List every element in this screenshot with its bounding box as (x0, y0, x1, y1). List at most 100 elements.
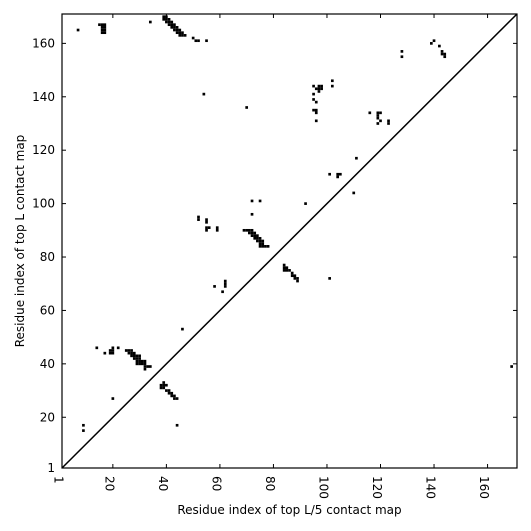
contact-point (258, 245, 262, 248)
contact-point (165, 18, 168, 21)
contact-point (314, 108, 318, 112)
contact-point (197, 215, 200, 219)
y-tick-label: 140 (32, 90, 55, 104)
contact-point (162, 15, 166, 19)
y-tick-label: 120 (32, 143, 55, 157)
contact-point (148, 365, 152, 368)
contact-point (170, 20, 174, 24)
contact-point (162, 381, 166, 384)
contact-point (82, 423, 85, 427)
contact-point (194, 39, 198, 43)
x-tick-label: 40 (156, 476, 170, 491)
y-tick-label: 80 (40, 250, 55, 264)
x-tick-label: 100 (316, 476, 330, 499)
contact-point (317, 87, 321, 91)
y-tick-label: 40 (40, 357, 55, 371)
contact-point (103, 31, 107, 35)
contact-point (108, 351, 112, 355)
contact-point (173, 397, 176, 400)
contact-point (132, 351, 136, 355)
contact-point (181, 31, 184, 35)
x-tick-label: 80 (263, 476, 277, 491)
contact-point (215, 228, 219, 232)
contact-point (312, 92, 315, 96)
contact-point (135, 359, 139, 363)
contact-point (314, 100, 318, 104)
contact-point (288, 269, 291, 272)
contact-point (111, 346, 115, 350)
contact-point (170, 394, 174, 398)
contact-point (135, 362, 139, 366)
contact-point (143, 367, 147, 371)
contact-point (124, 349, 128, 352)
contact-point (138, 362, 141, 366)
contact-point (290, 271, 294, 275)
x-tick-label: 160 (477, 476, 491, 499)
contact-point (261, 239, 265, 243)
contact-point (202, 92, 206, 96)
contact-point (285, 269, 289, 272)
contact-point (312, 84, 315, 88)
contact-point (314, 119, 318, 123)
contact-point (312, 108, 315, 112)
contact-point (376, 122, 380, 125)
contact-point (328, 277, 331, 280)
contact-point (250, 234, 254, 237)
x-axis-label: Residue index of top L/5 contact map (177, 503, 401, 517)
contact-point (223, 282, 227, 286)
contact-point (293, 277, 297, 280)
contact-point (223, 285, 227, 288)
y-tick-label: 160 (32, 36, 55, 50)
contact-point (162, 386, 166, 390)
contact-point (207, 226, 211, 229)
contact-point (98, 23, 101, 27)
contact-point (205, 226, 208, 229)
contact-point (282, 266, 286, 270)
contact-point (173, 28, 176, 32)
axis-ticks: 1 20 40 60 80 100 120 140 1601204060801001201401… (32, 14, 517, 499)
contact-point (250, 199, 254, 203)
contact-point (197, 218, 200, 221)
x-tick-label: 20 (102, 476, 116, 491)
contact-point (205, 218, 208, 221)
contact-point (135, 354, 139, 358)
contact-point (135, 357, 139, 360)
contact-point (440, 52, 444, 56)
contact-point (138, 354, 141, 358)
contact-point (205, 228, 208, 232)
contact-point (175, 26, 179, 29)
contact-point (178, 28, 182, 32)
contact-point (138, 359, 141, 363)
contact-point (264, 245, 267, 248)
contact-point (165, 20, 168, 24)
y-axis-label: Residue index of top L contact map (13, 135, 27, 348)
contact-point (82, 429, 85, 432)
contact-point (330, 79, 334, 83)
contact-point (197, 39, 200, 43)
contact-point (173, 23, 176, 27)
contact-point (400, 55, 404, 59)
contact-point (258, 199, 262, 203)
contact-point (245, 106, 249, 109)
contact-point (175, 31, 179, 35)
x-tick-label: 1 (52, 476, 66, 484)
contact-point (221, 290, 224, 294)
contact-point (140, 362, 144, 366)
contact-point (245, 228, 249, 232)
contact-point (140, 359, 144, 363)
contact-point (213, 285, 216, 288)
contact-point (317, 90, 321, 93)
contact-point (108, 349, 112, 352)
contact-point (181, 34, 184, 37)
contact-point (103, 28, 107, 32)
contact-point (314, 87, 318, 91)
contact-point (167, 23, 171, 27)
contact-point (443, 55, 447, 59)
contact-point (352, 191, 356, 195)
contact-point (173, 26, 176, 29)
contact-point (443, 52, 447, 56)
contact-point (205, 39, 208, 43)
contact-point (368, 111, 372, 115)
y-tick-label: 20 (40, 410, 55, 424)
contact-point (293, 274, 297, 278)
